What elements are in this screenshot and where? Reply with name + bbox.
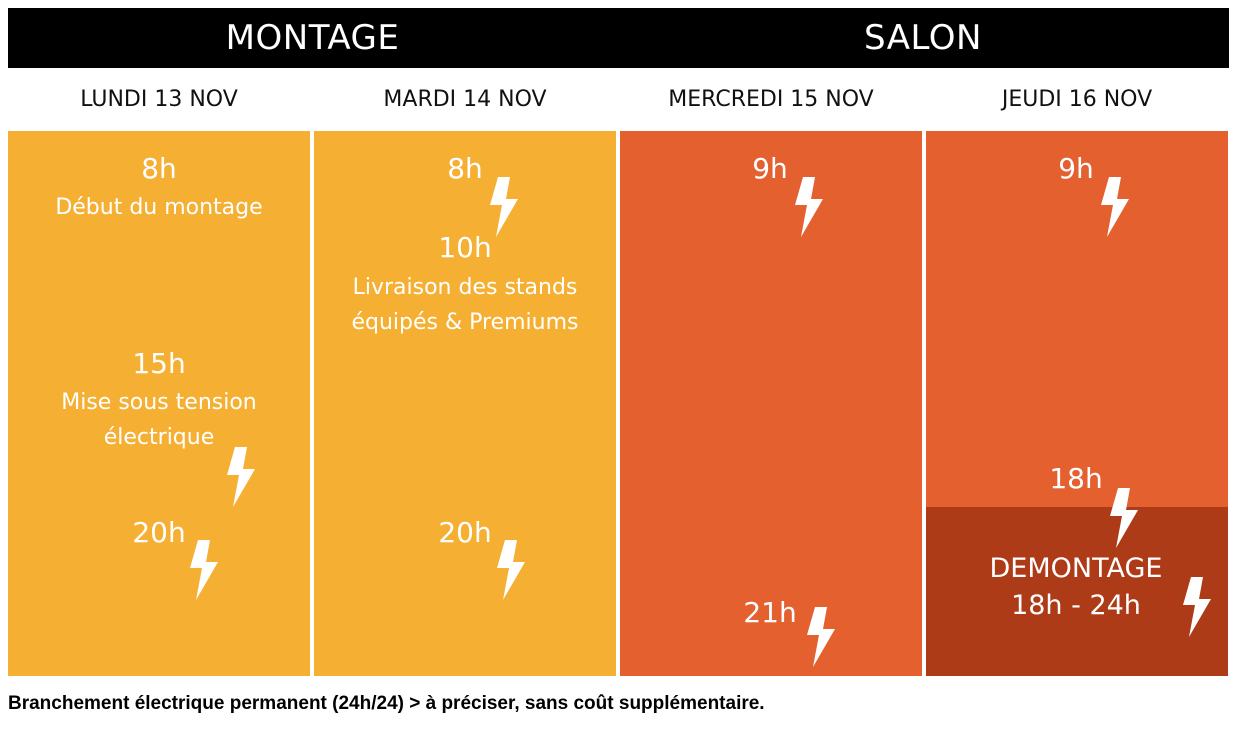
- tuesday-end-time: 20h: [438, 516, 492, 549]
- thursday-end-time: 18h: [1049, 462, 1103, 495]
- day-monday: LUNDI 13 NOV: [80, 86, 238, 112]
- lightning-bolt-icon: [1181, 577, 1213, 637]
- thursday-start-time: 9h: [1058, 152, 1094, 185]
- lightning-bolt-icon: [495, 540, 527, 600]
- lightning-bolt-icon: [225, 447, 257, 507]
- tuesday-delivery-desc-1: Livraison des stands: [352, 275, 578, 300]
- tuesday-delivery-time: 10h: [438, 231, 492, 264]
- tuesday-delivery-desc-2: équipés & Premiums: [351, 310, 579, 335]
- day-wednesday: MERCREDI 15 NOV: [668, 86, 874, 112]
- tuesday-start-time: 8h: [447, 152, 483, 185]
- wednesday-start-time: 9h: [752, 152, 788, 185]
- lightning-bolt-icon: [188, 540, 220, 600]
- monday-start-desc: Début du montage: [55, 195, 263, 220]
- wednesday-end-time: 21h: [743, 596, 797, 629]
- monday-power-time: 15h: [132, 347, 186, 380]
- lightning-bolt-icon: [1108, 488, 1140, 548]
- lightning-bolt-icon: [1099, 177, 1131, 237]
- monday-power-desc-2: électrique: [103, 425, 215, 450]
- phase-salon-label: SALON: [864, 18, 982, 58]
- footer-note: Branchement électrique permanent (24h/24…: [8, 693, 765, 714]
- phase-montage: MONTAGE: [8, 8, 617, 68]
- day-tuesday: MARDI 14 NOV: [383, 86, 547, 112]
- column-monday: [8, 131, 310, 676]
- phase-montage-label: MONTAGE: [225, 18, 400, 58]
- lightning-bolt-icon: [805, 607, 837, 667]
- lightning-bolt-icon: [488, 177, 520, 237]
- monday-start-time: 8h: [141, 152, 177, 185]
- thursday-demontage-label: DEMONTAGE: [989, 553, 1163, 584]
- thursday-demontage-hours: 18h - 24h: [1011, 590, 1141, 621]
- demontage-block: [926, 507, 1228, 676]
- lightning-bolt-icon: [793, 177, 825, 237]
- column-wednesday: [620, 131, 922, 676]
- monday-end-time: 20h: [132, 516, 186, 549]
- monday-power-desc-1: Mise sous tension: [61, 390, 257, 415]
- day-thursday: JEUDI 16 NOV: [1001, 86, 1153, 112]
- column-tuesday: [314, 131, 616, 676]
- phase-salon: SALON: [617, 8, 1229, 68]
